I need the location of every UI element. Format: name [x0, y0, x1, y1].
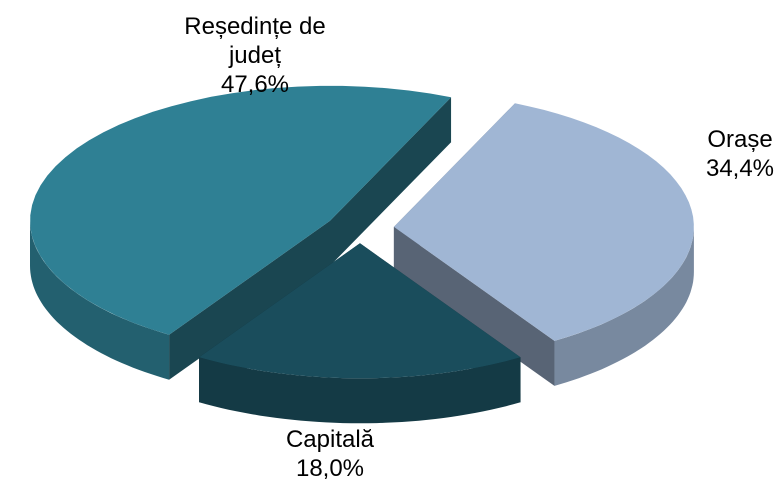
slice-side — [393, 226, 555, 386]
slice — [30, 85, 452, 335]
data-label: Reședințe de județ 47,6% — [160, 12, 350, 99]
slice-wall — [30, 220, 170, 380]
data-label: Orașe 34,4% — [680, 125, 781, 183]
slice-wall — [554, 226, 694, 386]
slice — [199, 243, 521, 379]
category-label: Capitală — [285, 426, 375, 453]
slice-side — [169, 220, 331, 380]
data-label: Capitală 18,0% — [270, 425, 390, 483]
slice — [393, 103, 694, 341]
slice-side — [330, 97, 452, 266]
slice-wall — [199, 357, 521, 424]
category-label: Orașe — [707, 126, 773, 153]
value-label: 34,4% — [705, 155, 775, 182]
value-label: 18,0% — [295, 455, 365, 482]
category-label: Reședințe de județ — [184, 13, 326, 69]
value-label: 47,6% — [220, 71, 290, 98]
